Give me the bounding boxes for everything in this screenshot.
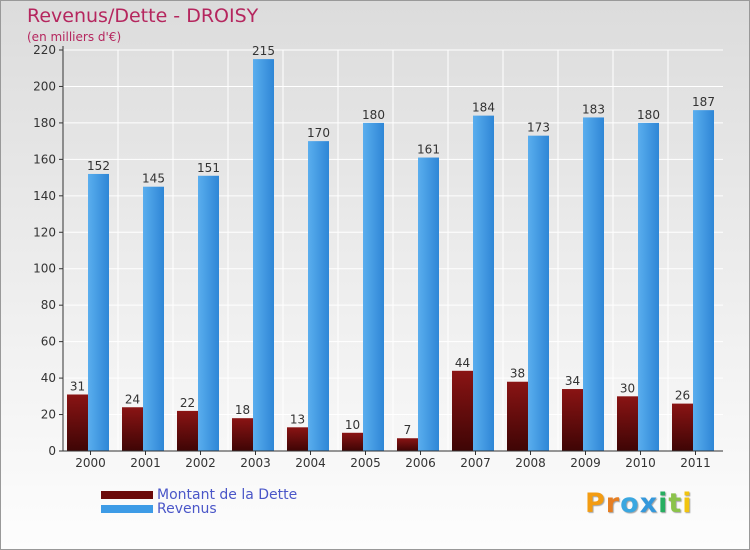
axes: 0 20 40 60 80 100 120 140 160 180 200 220 2000 2001 20…: [33, 43, 723, 470]
legend-item-revenus: Revenus: [101, 501, 217, 517]
dette-bar: [232, 418, 253, 451]
y-tick-label: 0: [48, 444, 56, 458]
dette-value-label: 13: [290, 412, 305, 426]
dette-value-label: 10: [345, 418, 360, 432]
dette-bar: [452, 370, 473, 451]
y-tick-label: 100: [33, 262, 56, 276]
x-tick-label: 2009: [570, 456, 601, 470]
logo-letter: i: [658, 488, 669, 519]
logo-letter: i: [682, 488, 693, 519]
dette-bar: [617, 396, 638, 451]
dette-bar: [122, 407, 143, 451]
y-tick-label: 140: [33, 189, 56, 203]
legend-swatch-dette: [101, 491, 153, 499]
revenus-bar: [143, 186, 164, 452]
legend-label-revenus: Revenus: [157, 501, 217, 517]
revenus-bar: [363, 122, 384, 451]
revenus-bar: [528, 135, 549, 451]
revenus-bar: [253, 59, 274, 451]
dette-bar: [67, 394, 88, 451]
revenus-value-label: 152: [87, 159, 110, 173]
revenus-bar: [638, 122, 659, 451]
x-tick-label: 2011: [680, 456, 711, 470]
revenus-bar: [308, 141, 329, 452]
proxiti-logo: Proxiti: [585, 488, 693, 519]
revenus-value-label: 180: [637, 108, 660, 122]
dette-bar: [287, 427, 308, 451]
revenus-bar: [473, 115, 494, 452]
revenus-bar: [693, 110, 714, 452]
x-tick-label: 2007: [460, 456, 491, 470]
x-tick-label: 2003: [240, 456, 271, 470]
bars: [67, 59, 714, 452]
revenus-bar: [583, 117, 604, 451]
chart-subtitle: (en milliers d'€): [27, 30, 122, 44]
dette-value-label: 44: [455, 356, 470, 370]
x-tick-label: 2000: [75, 456, 106, 470]
revenus-value-label: 187: [692, 95, 715, 109]
dette-bar: [342, 432, 363, 451]
legend-label-dette: Montant de la Dette: [157, 487, 298, 503]
logo-letter: o: [620, 488, 640, 519]
y-tick-label: 40: [41, 371, 56, 385]
y-tick-label: 220: [33, 43, 56, 57]
dette-bar: [507, 381, 528, 451]
y-tick-label: 60: [41, 335, 56, 349]
x-tick-label: 2006: [405, 456, 436, 470]
x-tick-label: 2005: [350, 456, 381, 470]
y-tick-label: 120: [33, 225, 56, 239]
revenus-value-label: 145: [142, 172, 165, 186]
x-tick-label: 2010: [625, 456, 656, 470]
logo-letter: r: [605, 488, 621, 519]
y-tick-label: 200: [33, 79, 56, 93]
dette-bar: [562, 389, 583, 451]
y-tick-label: 180: [33, 116, 56, 130]
x-tick-label: 2008: [515, 456, 546, 470]
dette-value-label: 30: [620, 381, 635, 395]
dette-value-label: 7: [404, 423, 412, 437]
x-tick-label: 2002: [185, 456, 216, 470]
revenus-value-label: 183: [582, 102, 605, 116]
x-tick-label: 2004: [295, 456, 326, 470]
legend-item-dette: Montant de la Dette: [101, 487, 298, 503]
revenus-bar: [88, 173, 109, 452]
dette-value-label: 38: [510, 367, 525, 381]
revenus-value-label: 180: [362, 108, 385, 122]
dette-value-label: 24: [125, 392, 140, 406]
revenus-value-label: 184: [472, 101, 495, 115]
revenus-value-label: 161: [417, 143, 440, 157]
data-labels: 31 152 24 145 22 151 18 215 13 170 10 180 7 161 44 184 3…: [70, 44, 715, 437]
logo-letter: t: [668, 488, 683, 519]
revenus-value-label: 151: [197, 161, 220, 175]
y-tick-label: 80: [41, 298, 56, 312]
grid-lines: [63, 49, 723, 452]
revenus-value-label: 173: [527, 121, 550, 135]
legend-swatch-revenus: [101, 505, 153, 513]
dette-value-label: 34: [565, 374, 580, 388]
dette-bar: [672, 403, 693, 451]
dette-value-label: 26: [675, 389, 690, 403]
dette-value-label: 22: [180, 396, 195, 410]
logo-letter: x: [639, 488, 659, 519]
revenus-value-label: 170: [307, 126, 330, 140]
dette-value-label: 18: [235, 403, 250, 417]
x-tick-label: 2001: [130, 456, 161, 470]
logo-letter: P: [585, 488, 606, 519]
revenus-bar: [418, 157, 439, 452]
y-tick-label: 160: [33, 152, 56, 166]
y-tick-label: 20: [41, 408, 56, 422]
dette-bar: [177, 410, 198, 451]
revenus-value-label: 215: [252, 44, 275, 58]
revenus-bar: [198, 175, 219, 451]
dette-bar: [397, 438, 418, 451]
chart-title: Revenus/Dette - DROISY: [27, 5, 259, 27]
dette-value-label: 31: [70, 379, 85, 393]
